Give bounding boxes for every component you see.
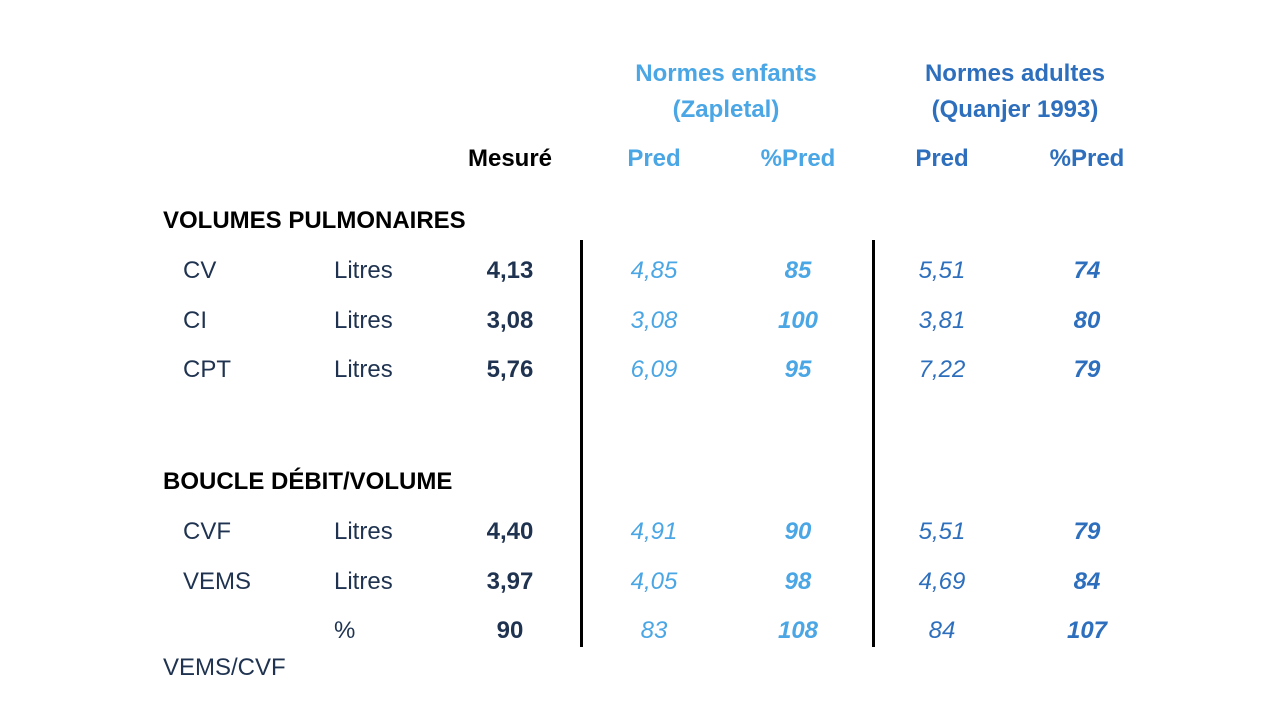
row-child-pct-cvf: 90: [784, 518, 812, 545]
children-norms-header: Normes enfants: [635, 60, 817, 87]
row-adult-pred-cpt: 7,22: [918, 356, 966, 383]
row-unit-ci: Litres: [334, 307, 393, 334]
row-label-cvf: CVF: [183, 518, 231, 545]
row-child-pct-vems-cvf: 108: [777, 617, 819, 644]
row-child-pct-vems: 98: [784, 568, 812, 595]
row-label-ci: CI: [183, 307, 207, 334]
row-child-pred-ci: 3,08: [630, 307, 678, 334]
row-child-pred-cv: 4,85: [630, 257, 678, 284]
row-child-pct-cv: 85: [784, 257, 812, 284]
row-unit-vems-cvf: %: [334, 617, 356, 644]
row-unit-cvf: Litres: [334, 518, 393, 545]
row-adult-pred-ci: 3,81: [918, 307, 966, 334]
row-child-pred-cvf: 4,91: [630, 518, 678, 545]
row-measured-vems: 3,97: [486, 568, 534, 595]
adult-norms-header: Normes adultes: [924, 60, 1106, 87]
children-pct-pred-column-header: %Pred: [760, 145, 836, 172]
row-measured-cvf: 4,40: [486, 518, 534, 545]
row-adult-pred-vems-cvf: 84: [928, 617, 956, 644]
row-label-cpt: CPT: [183, 356, 231, 383]
adult-norms-source: (Quanjer 1993): [931, 96, 1099, 123]
row-child-pred-vems-cvf: 83: [640, 617, 668, 644]
row-measured-ci: 3,08: [486, 307, 534, 334]
row-unit-cpt: Litres: [334, 356, 393, 383]
row-adult-pct-cpt: 79: [1073, 356, 1101, 383]
row-unit-cv: Litres: [334, 257, 393, 284]
row-adult-pred-cvf: 5,51: [918, 518, 966, 545]
row-child-pct-ci: 100: [777, 307, 819, 334]
row-child-pred-cpt: 6,09: [630, 356, 678, 383]
children-norms-source: (Zapletal): [672, 96, 780, 123]
row-measured-cpt: 5,76: [486, 356, 534, 383]
row-adult-pct-ci: 80: [1073, 307, 1101, 334]
row-adult-pred-cv: 5,51: [918, 257, 966, 284]
adult-pred-column-header: Pred: [915, 145, 969, 172]
row-adult-pct-cv: 74: [1073, 257, 1101, 284]
row-adult-pred-vems: 4,69: [918, 568, 966, 595]
row-adult-pct-cvf: 79: [1073, 518, 1101, 545]
measured-column-header: Mesuré: [467, 145, 553, 172]
row-adult-pct-vems-cvf: 107: [1066, 617, 1108, 644]
row-label-cv: CV: [183, 257, 217, 284]
row-child-pred-vems: 4,05: [630, 568, 678, 595]
row-adult-pct-vems: 84: [1073, 568, 1101, 595]
section-title-volumes: VOLUMES PULMONAIRES: [163, 207, 466, 234]
row-child-pct-cpt: 95: [784, 356, 812, 383]
row-unit-vems: Litres: [334, 568, 393, 595]
row-measured-cv: 4,13: [486, 257, 534, 284]
adult-pct-pred-column-header: %Pred: [1049, 145, 1125, 172]
children-pred-column-header: Pred: [627, 145, 681, 172]
row-label-vems: VEMS: [183, 568, 252, 595]
separator-children-adults: [872, 240, 875, 647]
row-measured-vems-cvf: 90: [496, 617, 524, 644]
section-title-flow-volume: BOUCLE DÉBIT/VOLUME: [163, 468, 453, 495]
separator-measured-children: [580, 240, 583, 647]
row-label-vems-cvf: VEMS/CVF: [163, 654, 286, 681]
